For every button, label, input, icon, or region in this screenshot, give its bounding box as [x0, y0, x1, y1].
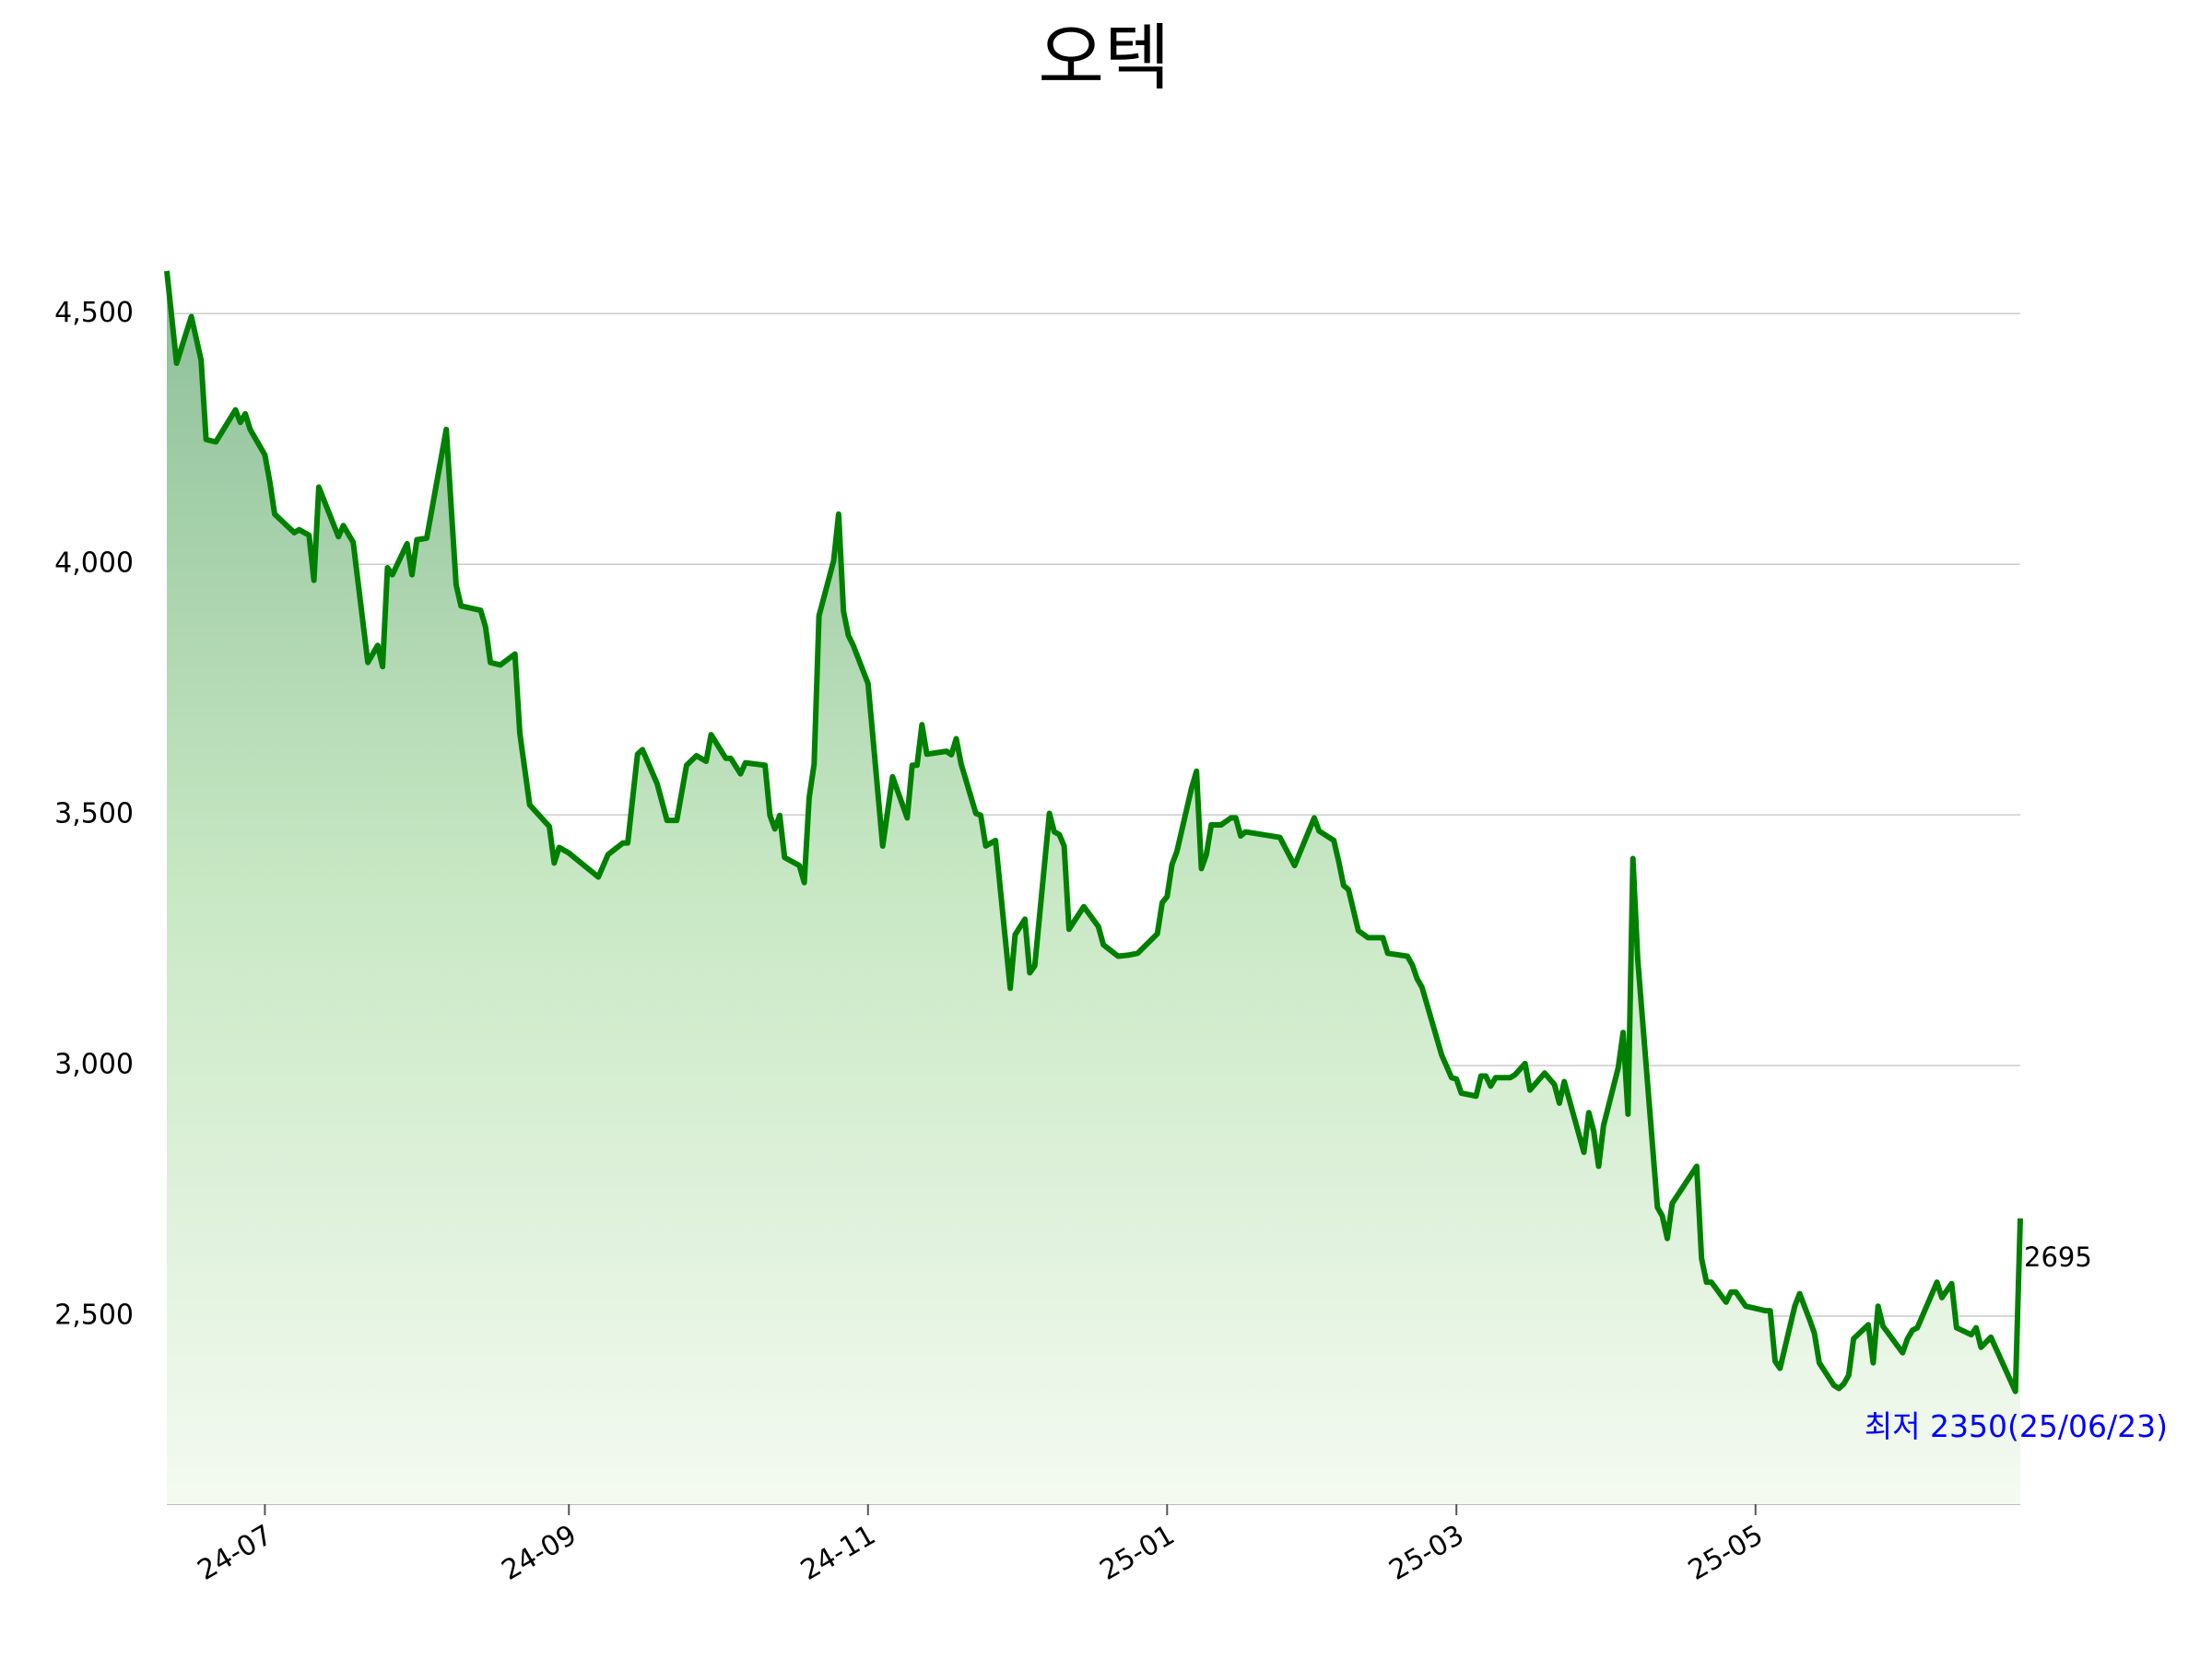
x-tick-label: 25-01	[1095, 1519, 1181, 1587]
chart-title: 오텍	[1038, 17, 1171, 100]
x-tick-label: 24-11	[795, 1519, 881, 1587]
x-tick-label: 24-07	[193, 1519, 278, 1587]
x-tick-label: 25-05	[1683, 1519, 1769, 1587]
last-value-label: 2695	[2024, 1241, 2092, 1273]
y-tick-label: 3,500	[54, 798, 134, 830]
y-tick-label: 3,000	[54, 1049, 134, 1081]
low-annotation: 최저 2350(25/06/23)	[1865, 1408, 2168, 1444]
x-tick-label: 24-09	[496, 1519, 582, 1587]
y-tick-label: 2,500	[54, 1300, 134, 1332]
line	[164, 270, 2023, 1394]
y-tick-label: 4,000	[54, 547, 134, 580]
y-tick-label: 4,500	[54, 297, 134, 329]
x-tick-label: 25-03	[1383, 1519, 1469, 1587]
area	[167, 271, 2020, 1504]
